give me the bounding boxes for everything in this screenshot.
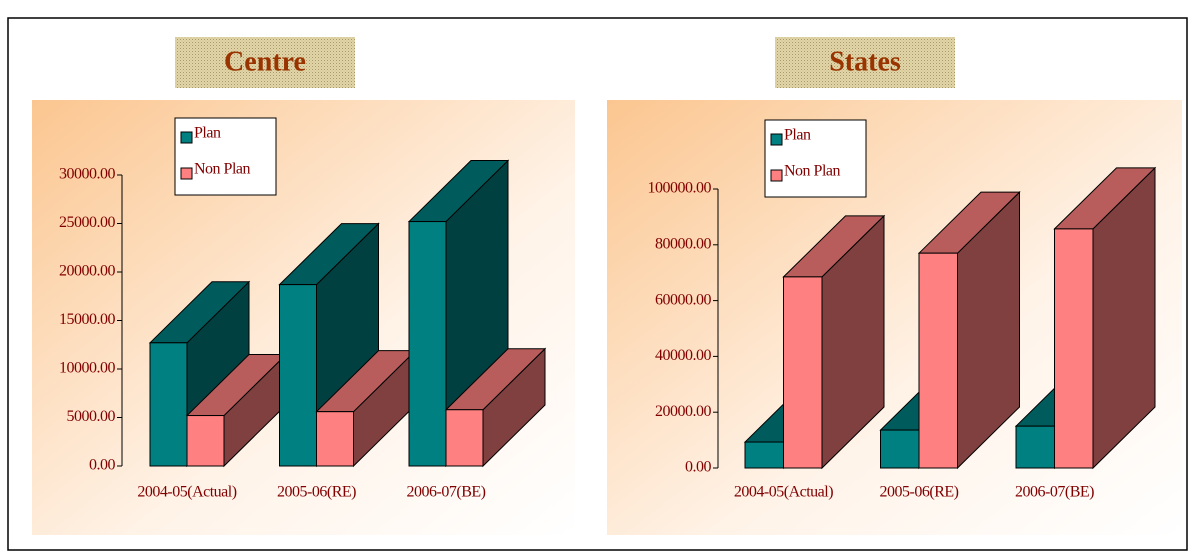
- legend-label: Non Plan: [784, 163, 841, 180]
- y-tick-label: 60000.00: [655, 291, 712, 308]
- bar-front: [783, 276, 823, 469]
- legend-box: [764, 119, 867, 198]
- y-tick-label: 0.00: [89, 457, 116, 474]
- x-tick-label: 2004-05(Actual): [137, 484, 236, 501]
- bar: [315, 349, 417, 468]
- frame: [7, 17, 1188, 551]
- chart-title: Centre: [224, 46, 306, 77]
- legend-label: Non Plan: [194, 161, 251, 178]
- bar-front: [918, 252, 958, 469]
- bar: [917, 190, 1021, 470]
- bar-front: [408, 221, 447, 467]
- bar: [185, 353, 288, 468]
- title-box: [175, 37, 355, 88]
- y-tick-label: 15000.00: [59, 311, 116, 328]
- bar-front: [186, 415, 225, 467]
- y-tick-label: 20000.00: [655, 403, 712, 420]
- bar-front: [316, 411, 354, 467]
- y-tick-label: 0.00: [685, 459, 712, 476]
- title-box: [775, 37, 955, 88]
- y-tick-label: 25000.00: [59, 214, 116, 231]
- legend-swatch: [770, 169, 783, 182]
- bar-front: [1054, 228, 1094, 469]
- y-tick-label: 10000.00: [59, 360, 116, 377]
- bar-front: [744, 441, 784, 469]
- legend-swatch: [180, 167, 193, 180]
- legend-swatch: [180, 131, 193, 144]
- x-tick-label: 2004-05(Actual): [734, 484, 833, 501]
- legend-swatch: [770, 133, 783, 146]
- x-tick-label: 2005-06(RE): [880, 484, 959, 501]
- y-tick-label: 100000.00: [648, 180, 712, 197]
- y-tick-label: 80000.00: [655, 235, 712, 252]
- legend-label: Plan: [784, 127, 811, 144]
- bar: [444, 347, 547, 468]
- bar: [782, 214, 886, 470]
- bar: [1053, 166, 1157, 470]
- bar-front: [149, 342, 188, 467]
- y-tick-label: 5000.00: [67, 408, 116, 425]
- bar-front: [880, 429, 920, 469]
- x-tick-label: 2006-07(BE): [1015, 484, 1094, 501]
- bar-front: [1015, 425, 1055, 469]
- x-tick-label: 2005-06(RE): [277, 484, 356, 501]
- bar-front: [445, 409, 484, 467]
- y-tick-label: 30000.00: [59, 166, 116, 183]
- y-tick-label: 40000.00: [655, 347, 712, 364]
- y-tick-label: 20000.00: [59, 263, 116, 280]
- bar-front: [279, 284, 317, 467]
- legend-label: Plan: [194, 125, 221, 142]
- chart-title: States: [829, 46, 901, 77]
- x-tick-label: 2006-07(BE): [407, 484, 486, 501]
- legend-box: [174, 117, 277, 196]
